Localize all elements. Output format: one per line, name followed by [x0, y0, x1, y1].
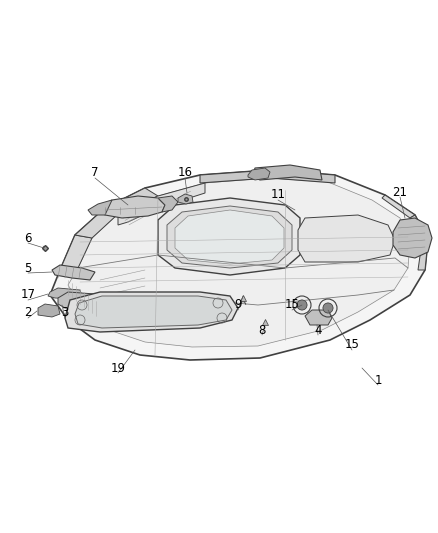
Polygon shape: [52, 265, 95, 280]
Text: 6: 6: [24, 231, 32, 245]
Polygon shape: [75, 296, 232, 328]
Text: 17: 17: [21, 288, 35, 302]
Polygon shape: [175, 210, 284, 264]
Polygon shape: [50, 170, 428, 360]
Polygon shape: [248, 168, 270, 180]
Polygon shape: [65, 292, 238, 332]
Text: 2: 2: [24, 306, 32, 319]
Polygon shape: [75, 208, 118, 238]
Text: 5: 5: [25, 262, 32, 274]
Polygon shape: [298, 215, 395, 262]
Polygon shape: [178, 194, 193, 204]
Text: 11: 11: [271, 189, 286, 201]
Text: 8: 8: [258, 324, 266, 336]
Polygon shape: [118, 183, 205, 225]
Polygon shape: [418, 240, 428, 270]
Polygon shape: [60, 235, 92, 270]
Polygon shape: [252, 165, 322, 180]
Text: 9: 9: [234, 298, 242, 311]
Text: 3: 3: [61, 306, 69, 319]
Polygon shape: [382, 195, 415, 218]
Polygon shape: [393, 218, 432, 258]
Text: 7: 7: [91, 166, 99, 180]
Polygon shape: [88, 200, 112, 215]
Text: 16: 16: [177, 166, 192, 180]
Circle shape: [323, 303, 333, 313]
Polygon shape: [38, 304, 60, 317]
Text: 1: 1: [374, 374, 382, 386]
Polygon shape: [58, 292, 98, 308]
Polygon shape: [158, 198, 300, 275]
Polygon shape: [158, 196, 178, 212]
Text: 15: 15: [285, 298, 300, 311]
Text: 21: 21: [392, 185, 407, 198]
Circle shape: [297, 300, 307, 310]
Polygon shape: [167, 206, 292, 268]
Polygon shape: [410, 215, 428, 242]
Text: 15: 15: [345, 338, 360, 351]
Text: 19: 19: [110, 361, 126, 375]
Polygon shape: [200, 170, 335, 183]
Text: 4: 4: [314, 324, 322, 336]
Polygon shape: [48, 288, 82, 299]
Polygon shape: [305, 310, 332, 325]
Polygon shape: [105, 188, 158, 214]
Polygon shape: [100, 196, 165, 218]
Polygon shape: [68, 178, 410, 347]
